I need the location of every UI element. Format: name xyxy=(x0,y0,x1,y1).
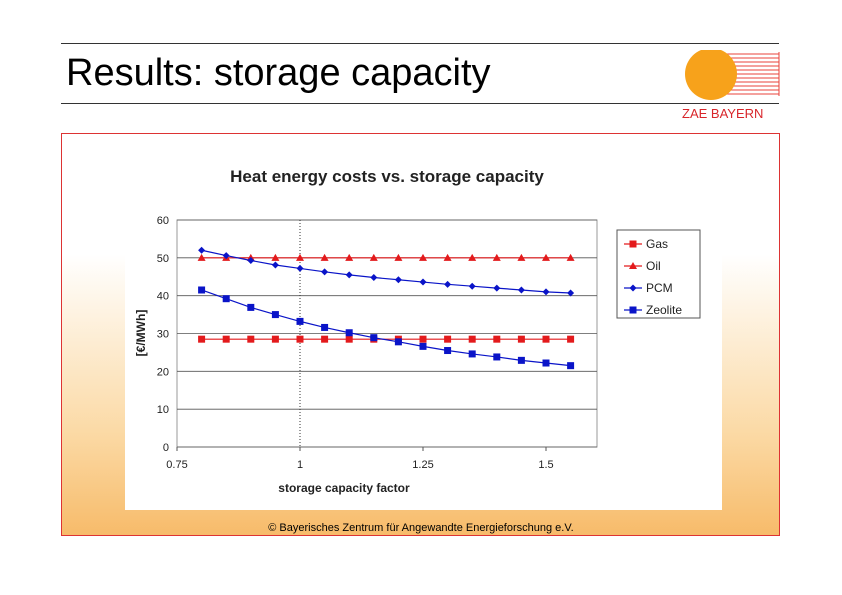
zeolite-point xyxy=(198,286,206,294)
gas-point xyxy=(247,335,255,343)
y-tick-label: 20 xyxy=(157,366,169,378)
legend-label-gas: Gas xyxy=(646,237,668,251)
zeolite-point xyxy=(370,334,378,342)
zeolite-point xyxy=(222,295,230,303)
y-axis-label: [€/MWh] xyxy=(134,310,148,357)
logo-text: ZAE BAYERN xyxy=(682,106,764,121)
pcm-line xyxy=(201,249,571,294)
legend-marker-zeolite xyxy=(629,306,637,314)
pcm-point xyxy=(321,268,329,276)
oil-point xyxy=(419,253,427,261)
legend-label-oil: Oil xyxy=(646,259,661,273)
x-tick-label: 0.75 xyxy=(166,459,187,471)
pcm-point xyxy=(444,280,452,288)
oil-point xyxy=(468,253,477,261)
zeolite-point xyxy=(296,317,304,325)
oil-point xyxy=(492,253,501,261)
legend-marker-gas xyxy=(629,240,637,248)
zeolite-point xyxy=(419,342,427,350)
oil-point xyxy=(443,253,452,261)
top-rule xyxy=(61,43,779,44)
x-axis-label: storage capacity factor xyxy=(278,481,410,495)
pcm-point xyxy=(468,282,476,290)
y-tick-label: 40 xyxy=(157,291,169,303)
oil-point xyxy=(517,253,526,261)
gas-point xyxy=(222,335,230,343)
legend-marker-pcm xyxy=(629,284,637,292)
oil-point xyxy=(394,253,403,261)
zeolite-point xyxy=(542,359,550,367)
y-tick-label: 0 xyxy=(163,442,169,454)
gas-point xyxy=(419,335,427,343)
pcm-point xyxy=(198,246,206,254)
zeolite-point xyxy=(468,350,476,358)
zeolite-point xyxy=(493,353,501,361)
zeolite-point xyxy=(247,303,255,311)
slide-title: Results: storage capacity xyxy=(66,52,491,94)
legend-label-pcm: PCM xyxy=(646,281,673,295)
gas-point xyxy=(321,335,329,343)
gas-point xyxy=(198,335,206,343)
gas-point xyxy=(296,335,304,343)
oil-point xyxy=(271,253,280,261)
zeolite-point xyxy=(567,362,575,370)
pcm-point xyxy=(222,252,230,260)
y-tick-label: 10 xyxy=(157,404,169,416)
gas-point xyxy=(468,335,476,343)
pcm-point xyxy=(296,264,304,272)
zeolite-point xyxy=(345,329,353,337)
oil-point xyxy=(566,253,575,261)
zeolite-point xyxy=(321,323,329,331)
pcm-point xyxy=(517,286,525,294)
pcm-point xyxy=(345,271,353,279)
oil-point xyxy=(197,253,206,261)
zeolite-line xyxy=(201,289,571,367)
pcm-point xyxy=(542,288,550,296)
zeolite-point xyxy=(517,356,525,364)
oil-point xyxy=(542,253,550,261)
gas-point xyxy=(542,335,550,343)
bottom-rule xyxy=(61,103,779,104)
pcm-point xyxy=(493,284,501,292)
pcm-point xyxy=(394,276,402,284)
gas-point xyxy=(567,335,575,343)
zeolite-point xyxy=(271,311,279,319)
legend-marker-oil xyxy=(629,262,637,269)
y-tick-label: 50 xyxy=(157,253,169,265)
zeolite-point xyxy=(394,338,402,346)
gas-point xyxy=(345,335,353,343)
pcm-point xyxy=(419,278,427,286)
oil-point xyxy=(345,253,354,261)
legend-label-zeolite: Zeolite xyxy=(646,303,682,317)
gas-point xyxy=(493,335,501,343)
pcm-point xyxy=(370,274,378,282)
oil-point xyxy=(369,253,378,261)
x-tick-label: 1 xyxy=(297,459,303,471)
copyright-footer: © Bayerisches Zentrum für Angewandte Ene… xyxy=(268,522,574,534)
x-tick-label: 1.25 xyxy=(412,459,433,471)
x-tick-label: 1.5 xyxy=(538,459,553,471)
pcm-point xyxy=(247,256,255,264)
gas-point xyxy=(517,335,525,343)
pcm-point xyxy=(567,289,575,297)
chart-title: Heat energy costs vs. storage capacity xyxy=(230,167,544,186)
oil-point xyxy=(296,253,304,261)
zae-logo-icon xyxy=(685,48,781,107)
y-tick-label: 60 xyxy=(157,215,169,227)
zeolite-point xyxy=(444,347,452,355)
y-tick-label: 30 xyxy=(157,329,169,341)
gas-point xyxy=(444,335,452,343)
gas-point xyxy=(271,335,279,343)
oil-point xyxy=(320,253,329,261)
pcm-point xyxy=(271,261,279,269)
